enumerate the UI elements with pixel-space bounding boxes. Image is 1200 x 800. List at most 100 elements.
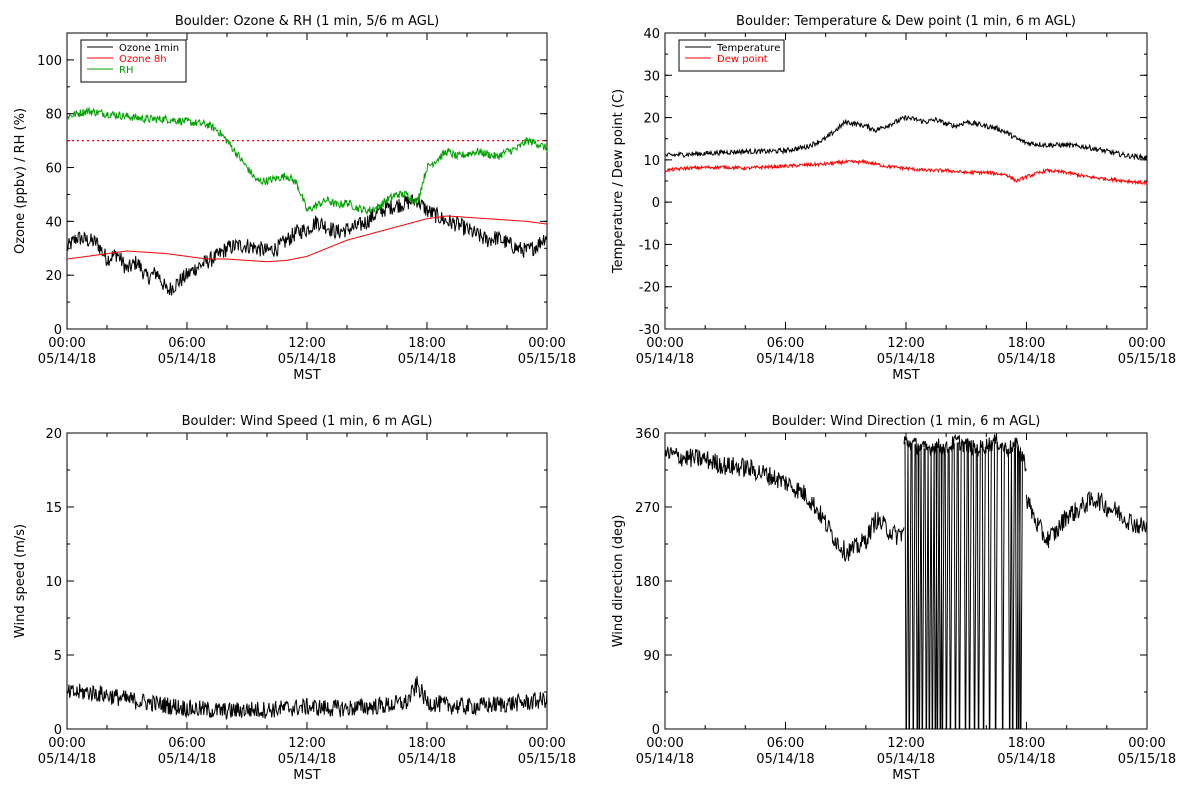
- x-tick-label-date: 05/14/18: [38, 352, 96, 367]
- y-axis-label: Ozone (ppbv) / RH (%): [13, 108, 28, 254]
- x-axis-label: MST: [892, 768, 919, 783]
- x-tick-label-date: 05/14/18: [877, 752, 935, 767]
- y-tick-label: 15: [45, 501, 62, 516]
- y-tick-label: 30: [643, 69, 660, 84]
- direction-wrap-line: [969, 446, 972, 730]
- direction-wrap-line: [924, 449, 927, 730]
- direction-wrap-line: [974, 448, 977, 730]
- y-axis-label: Wind speed (m/s): [13, 524, 28, 638]
- direction-wrap-line: [948, 446, 951, 730]
- y-tick-label: 90: [643, 649, 660, 664]
- y-tick-label: -20: [639, 281, 660, 296]
- ozone-rh-chart: Boulder: Ozone & RH (1 min, 5/6 m AGL) 0 2…: [13, 14, 576, 383]
- direction-wrap-line: [953, 442, 956, 730]
- y-tick-label: 0: [652, 196, 660, 211]
- direction-wrap-line: [1007, 448, 1010, 730]
- y-tick-label: 40: [45, 215, 62, 230]
- direction-wrap-line: [909, 442, 912, 730]
- direction-wrap-line: [972, 448, 975, 730]
- direction-wrap-line: [1012, 447, 1015, 730]
- x-tick-label-date: 05/14/18: [278, 752, 336, 767]
- legend-label: Ozone 1min: [119, 43, 179, 54]
- direction-wrap-line: [938, 446, 941, 730]
- x-tick-label-time: 00:00: [48, 336, 85, 351]
- y-tick-label: 60: [45, 162, 62, 177]
- direction-wrap-line: [940, 447, 943, 730]
- legend-label: Dew point: [717, 54, 768, 65]
- series-line-0-2: [66, 106, 548, 215]
- x-tick-label-time: 12:00: [887, 736, 924, 751]
- direction-wrap-line: [965, 444, 968, 730]
- series-line-3-0: [664, 446, 905, 562]
- legend-label: Ozone 8h: [119, 54, 167, 65]
- x-tick-label-time: 06:00: [168, 736, 205, 751]
- direction-wrap-line: [976, 449, 979, 730]
- y-tick-label: 0: [54, 723, 62, 738]
- series-line-3-2: [1026, 490, 1148, 549]
- series-line-0-0: [66, 194, 548, 296]
- x-tick-label-date: 05/14/18: [756, 752, 814, 767]
- wind-direction-chart: Boulder: Wind Direction (1 min, 6 m AGL)…: [611, 414, 1176, 783]
- y-tick-label: 5: [54, 649, 62, 664]
- direction-wrap-line: [942, 447, 945, 730]
- direction-wrap-line: [1018, 451, 1021, 730]
- x-axis-label: MST: [293, 368, 320, 383]
- direction-wrap-line: [955, 442, 958, 730]
- y-tick-label: 20: [45, 427, 62, 442]
- x-tick-label-time: 00:00: [1128, 736, 1165, 751]
- x-tick-label-time: 18:00: [1008, 336, 1045, 351]
- series-line-3-1: [903, 433, 1027, 472]
- direction-wrap-line: [1002, 445, 1005, 730]
- y-tick-label: 20: [643, 112, 660, 127]
- y-tick-label: 10: [45, 575, 62, 590]
- direction-wrap-line: [1010, 447, 1013, 730]
- direction-wrap-line: [946, 449, 949, 730]
- x-tick-label-time: 12:00: [288, 736, 325, 751]
- x-tick-label-time: 00:00: [528, 736, 565, 751]
- direction-wrap-line: [927, 448, 930, 730]
- direction-wrap-line: [1020, 451, 1023, 730]
- y-tick-label: 20: [45, 269, 62, 284]
- series-line-2-0: [66, 676, 548, 720]
- x-tick-label-date: 05/14/18: [158, 352, 216, 367]
- x-tick-label-date: 05/14/18: [158, 752, 216, 767]
- y-tick-label: 0: [54, 323, 62, 338]
- x-tick-label-time: 00:00: [528, 336, 565, 351]
- x-tick-label-time: 00:00: [646, 336, 683, 351]
- direction-wrap-line: [957, 442, 960, 730]
- x-tick-label-date: 05/14/18: [997, 752, 1055, 767]
- direction-wrap-line: [995, 442, 998, 730]
- y-tick-label: -30: [639, 323, 660, 338]
- direction-wrap-line: [935, 445, 938, 730]
- y-tick-label: 0: [652, 723, 660, 738]
- x-tick-label-date: 05/15/18: [1118, 352, 1176, 367]
- legend-label: Temperature: [716, 43, 780, 54]
- y-tick-label: 40: [643, 27, 660, 42]
- x-tick-label-time: 00:00: [646, 736, 683, 751]
- direction-wrap-line: [915, 445, 918, 730]
- direction-wrap-line: [1000, 445, 1003, 730]
- series-line-1-0: [664, 115, 1148, 161]
- y-tick-label: -10: [639, 238, 660, 253]
- series-line-1-1: [664, 158, 1148, 186]
- x-tick-label-date: 05/15/18: [1118, 752, 1176, 767]
- direction-wrap-line: [989, 444, 992, 730]
- direction-wrap-line: [922, 447, 925, 730]
- plot-frame: [664, 32, 1148, 330]
- direction-wrap-line: [944, 449, 947, 730]
- direction-wrap-line: [930, 447, 933, 730]
- x-tick-label-date: 05/15/18: [518, 752, 576, 767]
- direction-wrap-line: [993, 442, 996, 730]
- direction-wrap-line: [983, 446, 986, 730]
- x-tick-label-time: 12:00: [288, 336, 325, 351]
- direction-wrap-line: [959, 442, 962, 730]
- direction-wrap-line: [913, 443, 916, 730]
- direction-wrap-line: [907, 442, 910, 730]
- direction-wrap-line: [933, 446, 936, 730]
- direction-wrap-line: [1014, 445, 1017, 730]
- x-tick-label-time: 06:00: [767, 736, 804, 751]
- x-tick-label-date: 05/14/18: [997, 352, 1055, 367]
- x-tick-label-date: 05/14/18: [278, 352, 336, 367]
- x-tick-label-date: 05/14/18: [756, 352, 814, 367]
